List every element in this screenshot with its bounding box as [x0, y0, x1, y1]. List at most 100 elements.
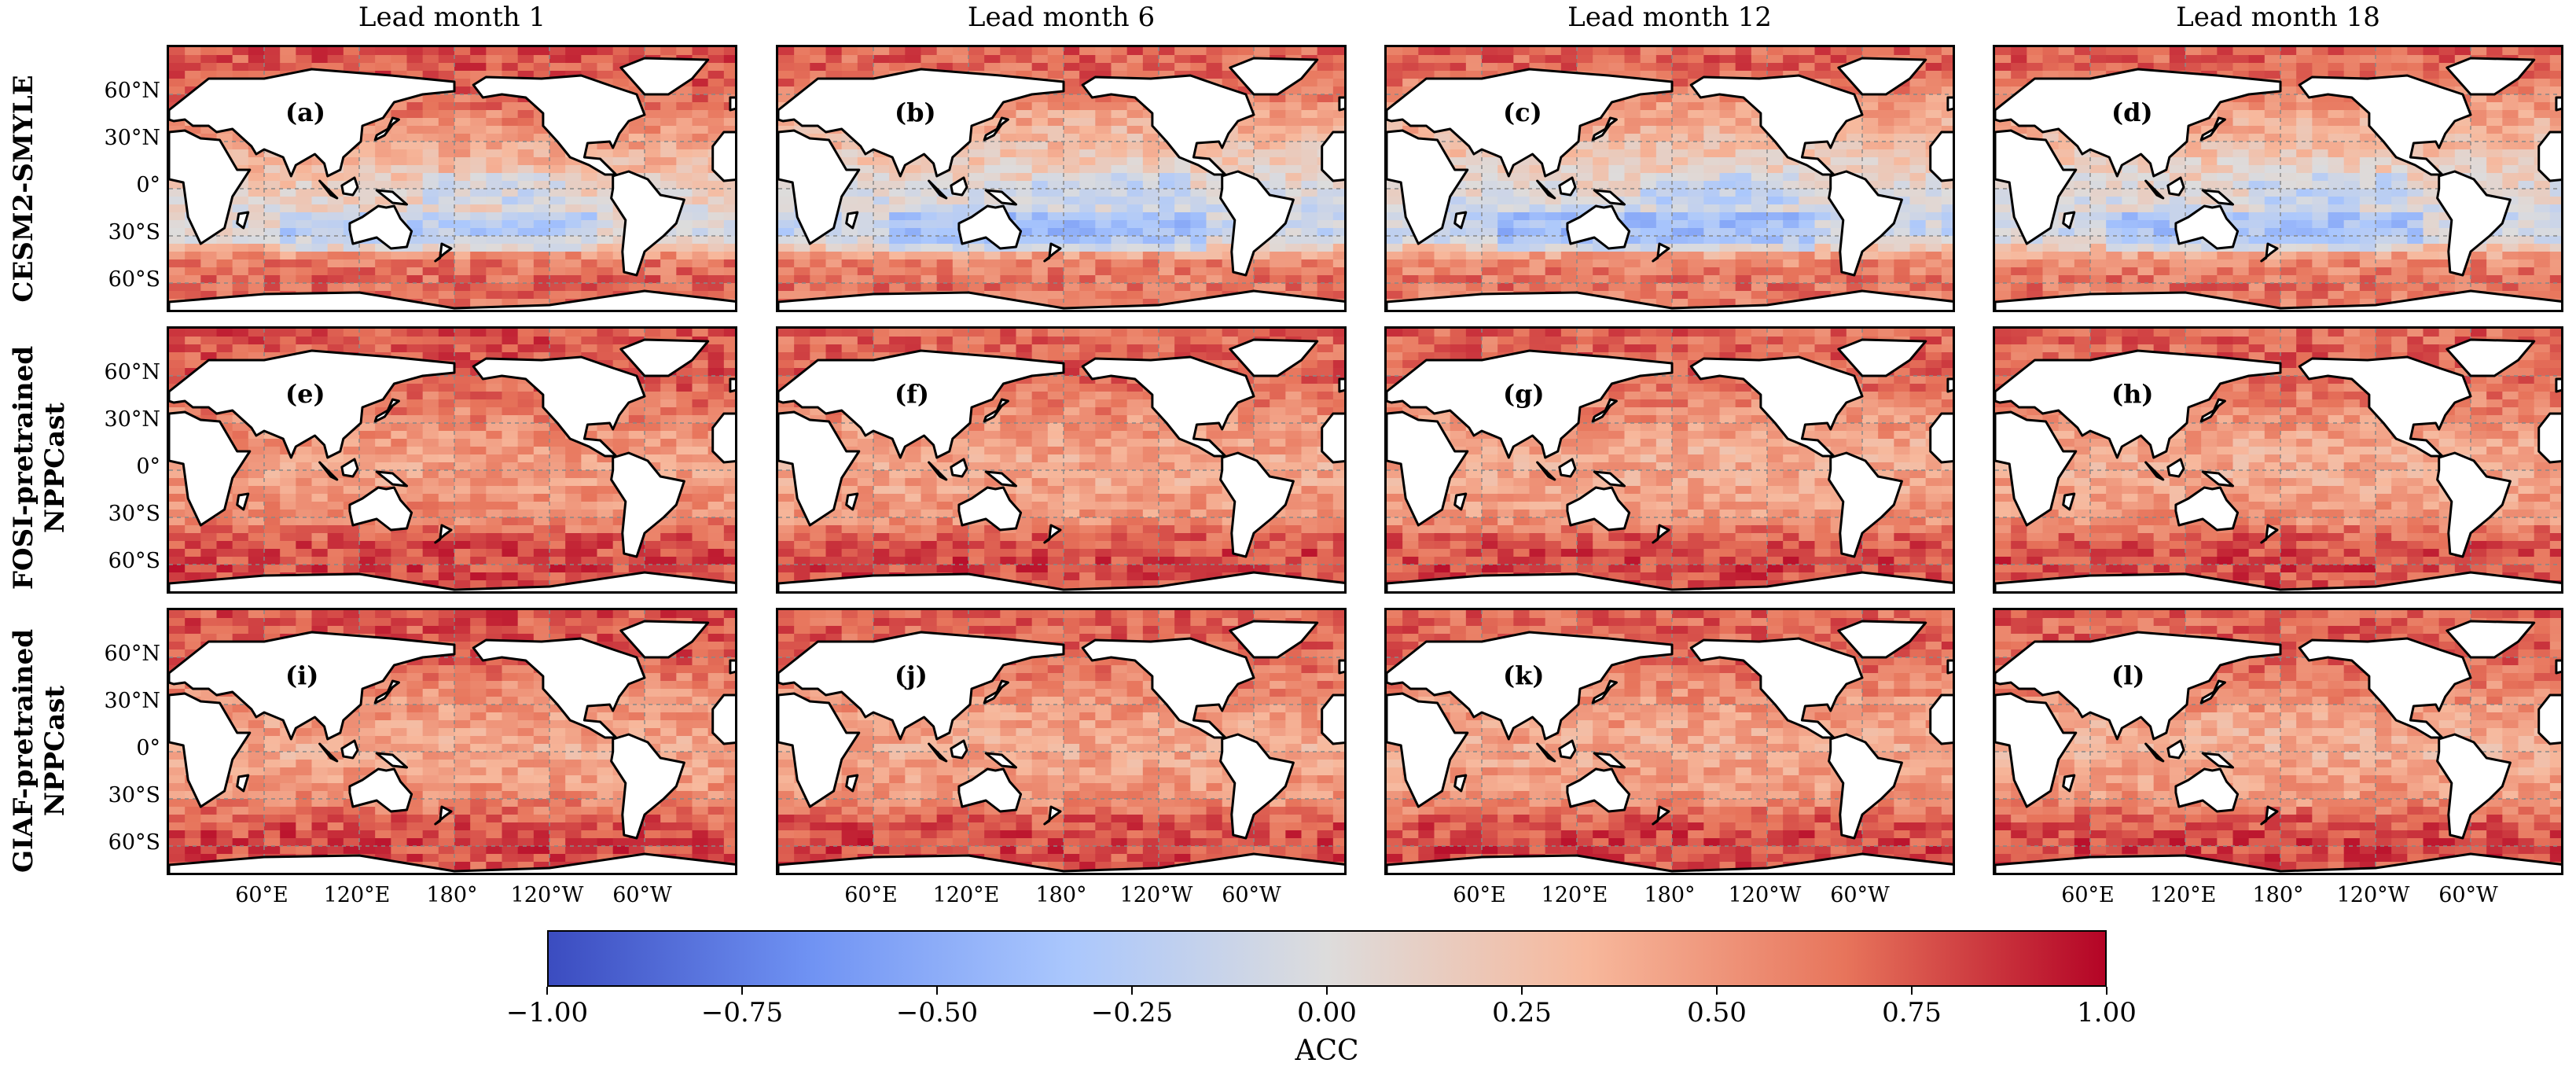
acc-cell	[1222, 134, 1239, 142]
acc-cell	[1126, 134, 1144, 142]
acc-cell	[2232, 259, 2250, 268]
acc-cell	[1767, 291, 1784, 300]
acc-cell	[921, 252, 938, 260]
acc-cell	[1206, 142, 1223, 150]
acc-cell	[1047, 71, 1064, 79]
acc-cell	[327, 204, 344, 213]
acc-cell	[1047, 236, 1064, 245]
acc-cell	[169, 94, 186, 103]
acc-cell	[984, 259, 1001, 268]
acc-cell	[2137, 157, 2155, 166]
acc-cell	[1000, 173, 1017, 182]
acc-cell	[1909, 181, 1927, 189]
acc-cell	[1995, 189, 2012, 197]
acc-cell	[248, 228, 265, 237]
acc-cell	[2328, 142, 2345, 150]
acc-cell	[778, 63, 795, 72]
acc-cell	[470, 252, 487, 260]
acc-cell	[470, 118, 487, 127]
acc-cell	[2534, 110, 2551, 119]
acc-cell	[216, 267, 233, 276]
acc-cell	[1332, 189, 1344, 197]
acc-cell	[1434, 275, 1451, 284]
acc-cell	[2423, 212, 2440, 221]
acc-cell	[1064, 189, 1080, 197]
acc-cell	[1545, 259, 1562, 268]
acc-cell	[581, 71, 598, 79]
acc-cell	[1703, 63, 1721, 72]
acc-cell	[2312, 212, 2329, 221]
acc-cell	[470, 173, 487, 182]
acc-cell	[1624, 126, 1641, 134]
acc-cell	[1735, 173, 1752, 182]
acc-cell	[1767, 157, 1784, 166]
acc-cell	[1064, 275, 1080, 284]
acc-cell	[2264, 102, 2281, 111]
acc-cell	[794, 126, 810, 134]
acc-cell	[1719, 236, 1736, 245]
acc-cell	[2264, 126, 2281, 134]
acc-cell	[841, 228, 858, 237]
acc-cell	[343, 252, 360, 260]
acc-cell	[2486, 142, 2503, 150]
acc-cell	[1434, 228, 1451, 237]
acc-cell	[2328, 157, 2345, 166]
acc-cell	[1862, 126, 1879, 134]
acc-cell	[2074, 157, 2091, 166]
acc-cell	[1703, 149, 1721, 158]
acc-cell	[2264, 134, 2281, 142]
acc-cell	[406, 94, 424, 103]
acc-cell	[597, 267, 614, 276]
acc-cell	[581, 197, 598, 205]
acc-cell	[1301, 71, 1318, 79]
acc-cell	[778, 267, 795, 276]
acc-cell	[1142, 173, 1159, 182]
acc-cell	[873, 71, 890, 79]
acc-cell	[533, 291, 550, 300]
acc-cell	[1640, 55, 1657, 64]
acc-cell	[1545, 228, 1562, 237]
acc-cell	[2328, 189, 2345, 197]
acc-cell	[2011, 126, 2027, 134]
acc-cell	[1465, 197, 1483, 205]
acc-cell	[628, 134, 645, 142]
acc-cell	[2518, 291, 2535, 300]
acc-cell	[794, 291, 810, 300]
acc-cell	[1814, 259, 1832, 268]
acc-cell	[549, 259, 566, 268]
acc-cell	[1767, 165, 1784, 174]
acc-cell	[375, 47, 391, 56]
acc-cell	[1285, 220, 1303, 229]
acc-cell	[1079, 220, 1096, 229]
acc-cell	[1111, 55, 1128, 64]
acc-cell	[1909, 94, 1927, 103]
acc-cell	[1767, 204, 1784, 213]
acc-cell	[597, 197, 614, 205]
acc-cell	[905, 283, 922, 292]
acc-cell	[1640, 181, 1657, 189]
acc-cell	[2407, 236, 2424, 245]
acc-cell	[1624, 47, 1641, 56]
acc-cell	[1254, 173, 1270, 182]
acc-cell	[889, 259, 906, 268]
acc-cell	[502, 149, 519, 158]
acc-cell	[391, 126, 408, 134]
acc-cell	[1688, 110, 1704, 119]
acc-cell	[1402, 55, 1419, 64]
acc-cell	[1047, 55, 1064, 64]
acc-cell	[707, 102, 725, 111]
acc-cell	[1301, 102, 1318, 111]
acc-cell	[873, 259, 890, 268]
acc-cell	[2438, 55, 2456, 64]
acc-cell	[1064, 94, 1080, 103]
acc-cell	[1142, 55, 1159, 64]
acc-cell	[264, 189, 281, 197]
acc-cell	[1799, 47, 1816, 56]
acc-cell	[406, 165, 424, 174]
acc-cell	[502, 110, 519, 119]
acc-cell	[1222, 259, 1239, 268]
acc-cell	[1031, 204, 1049, 213]
acc-cell	[502, 275, 519, 284]
acc-cell	[1047, 157, 1064, 166]
acc-cell	[1031, 181, 1049, 189]
